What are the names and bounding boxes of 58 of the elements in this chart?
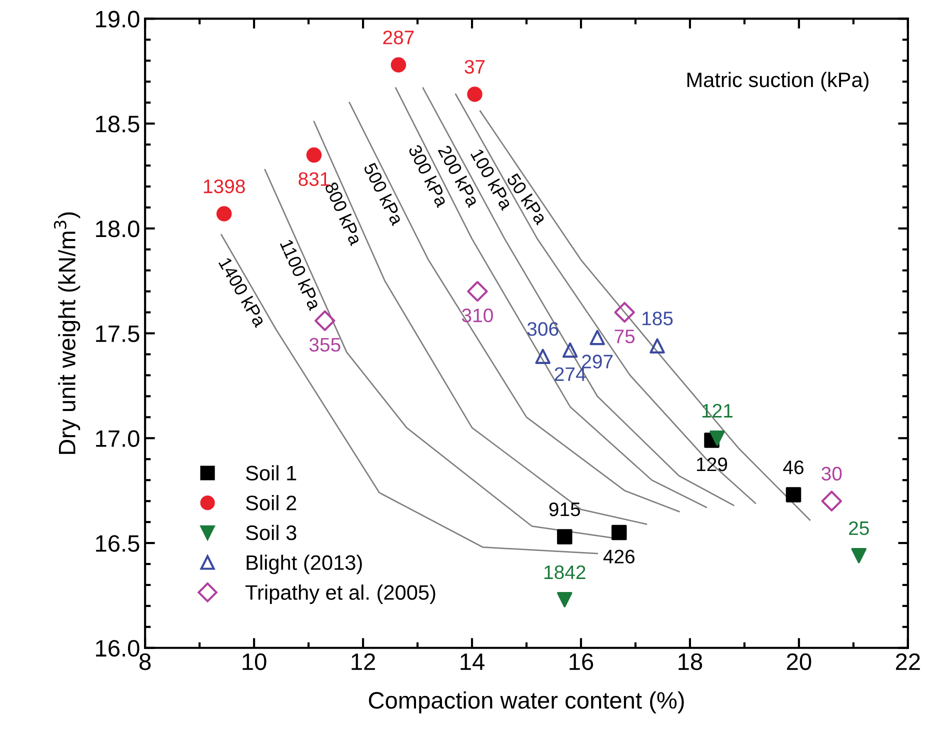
annotation: 75 bbox=[614, 330, 635, 344]
annotation: 306 bbox=[527, 322, 558, 336]
point bbox=[467, 281, 488, 302]
annotation: 1842 bbox=[544, 565, 586, 580]
text: 500 kPa bbox=[363, 162, 405, 226]
y-tick-label: 16.0 bbox=[96, 640, 140, 657]
point bbox=[306, 147, 322, 163]
y-tick-label: 16.5 bbox=[96, 535, 140, 552]
annotation: 915 bbox=[549, 502, 580, 516]
annotation: 46 bbox=[783, 460, 804, 474]
point bbox=[650, 338, 665, 354]
x-tick-label: 20 bbox=[787, 653, 812, 670]
y-axis-title: Dry unit weight (kN/m$^{3}$) bbox=[54, 212, 80, 454]
point bbox=[216, 206, 232, 222]
x-tick-label: 14 bbox=[460, 654, 484, 670]
point bbox=[786, 487, 802, 502]
annotation: 355 bbox=[309, 338, 340, 352]
point bbox=[851, 548, 867, 564]
point bbox=[535, 348, 550, 364]
point bbox=[590, 330, 605, 346]
x-tick-label: 12 bbox=[352, 653, 375, 670]
legend-label: Soil 3 bbox=[246, 524, 296, 540]
legend-label: Soil 2 bbox=[246, 495, 296, 510]
annotation: 30 bbox=[822, 466, 842, 481]
point bbox=[557, 529, 572, 544]
annotation: 297 bbox=[582, 354, 613, 368]
y-tick-label: 18.0 bbox=[96, 220, 140, 238]
point bbox=[821, 490, 842, 512]
point bbox=[614, 302, 635, 323]
point bbox=[314, 310, 336, 332]
annotation: 287 bbox=[383, 30, 414, 44]
annotation: 129 bbox=[697, 457, 728, 472]
annotation: Matric suction (kPa) bbox=[687, 72, 868, 92]
x-axis-title: Compaction water content (%) bbox=[368, 691, 684, 714]
y-tick-label: 17.0 bbox=[96, 430, 140, 447]
point bbox=[710, 430, 725, 446]
annotation: 426 bbox=[603, 550, 634, 564]
point bbox=[390, 57, 406, 72]
x-tick-label: 18 bbox=[678, 653, 702, 670]
point bbox=[467, 86, 482, 102]
text: 1100 kPa bbox=[280, 238, 322, 312]
x-tick-label: 8 bbox=[140, 653, 151, 670]
point bbox=[557, 592, 572, 608]
x-tick-label: 22 bbox=[896, 653, 920, 670]
legend-label: Blight (2013) bbox=[246, 554, 362, 574]
point bbox=[611, 524, 627, 540]
y-tick-label: 19.0 bbox=[96, 10, 140, 28]
x-tick-label: 16 bbox=[570, 653, 594, 670]
legend-label: Tripathy et al. (2005) bbox=[246, 584, 436, 604]
annotation: 25 bbox=[849, 521, 869, 536]
y-tick-label: 17.5 bbox=[96, 326, 140, 342]
y-tick-label: 18.5 bbox=[96, 116, 140, 132]
annotation: 37 bbox=[464, 60, 485, 74]
legend-label: Soil 1 bbox=[246, 465, 296, 480]
x-tick-label: 10 bbox=[242, 653, 266, 670]
annotation: 1398 bbox=[204, 179, 245, 194]
annotation: 185 bbox=[642, 312, 673, 326]
point bbox=[562, 342, 578, 358]
